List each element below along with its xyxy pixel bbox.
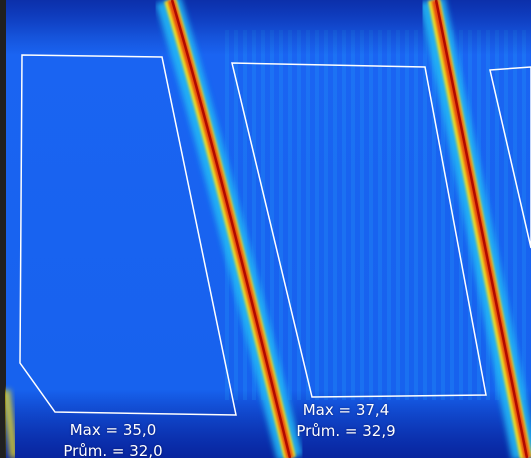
region-2-avg: Prům. = 32,9 — [296, 422, 396, 440]
region-1-avg: Prům. = 32,0 — [63, 442, 163, 458]
region-1-max: Max = 35,0 — [69, 421, 157, 439]
hot-streak-1 — [155, 0, 303, 458]
region-2-max: Max = 37,4 — [302, 401, 390, 419]
measurement-region-3 — [489, 66, 531, 249]
measurement-region-1 — [19, 54, 237, 416]
measurement-region-2 — [231, 62, 487, 398]
region-2-stats: Max = 37,4 Prům. = 32,9 — [286, 400, 406, 442]
region-1-stats: Max = 35,0 Prům. = 32,0 — [58, 420, 168, 458]
hot-streak-2 — [419, 0, 531, 458]
